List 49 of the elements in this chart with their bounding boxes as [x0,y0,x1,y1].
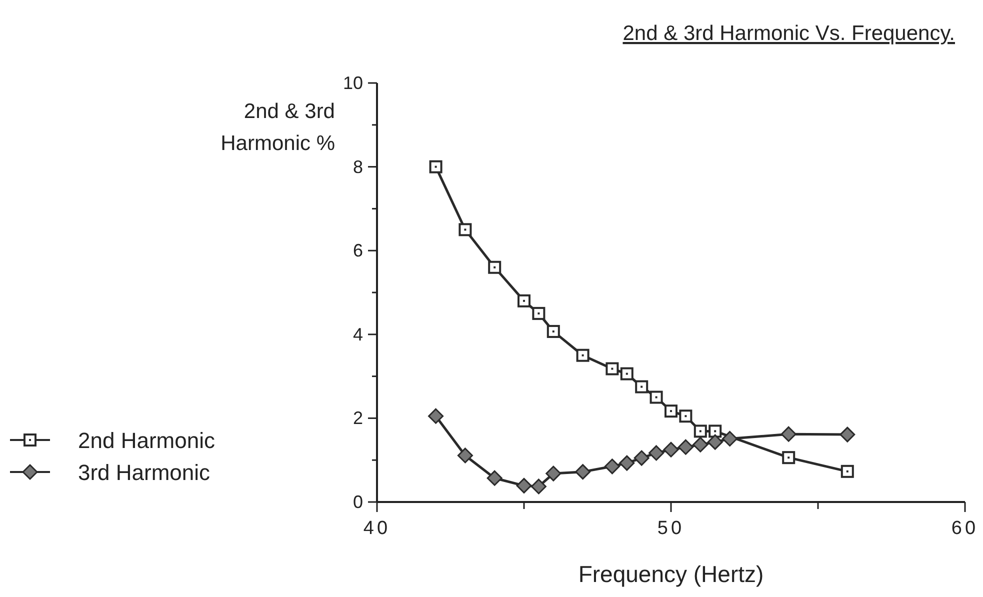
legend-label: 2nd Harmonic [78,428,215,453]
point [840,426,856,442]
point [429,160,442,174]
point [692,436,708,452]
point [708,424,722,438]
point [707,434,723,450]
point [606,362,619,376]
point [678,439,694,455]
point [458,223,472,236]
point [663,442,679,458]
y-tick-label: 2 [352,408,363,428]
point [546,324,560,338]
point [530,478,546,494]
point [650,390,663,404]
point [782,451,796,464]
point [532,306,546,320]
legend-label: 3rd Harmonic [78,460,210,485]
point [840,464,854,478]
point [694,424,707,438]
point [664,404,678,418]
point [679,410,692,423]
point [648,445,664,461]
point [486,470,502,486]
point [780,426,796,442]
x-axis-title: Frequency (Hertz) [578,561,764,587]
y-tick-label: 0 [352,492,363,512]
y-axis-title: 2nd & 3rd Harmonic % [220,100,335,155]
x-tick-label: 50 [657,518,685,539]
x-tick-label: 40 [363,518,391,539]
point [518,294,530,308]
chart-title: 2nd & 3rd Harmonic Vs. Frequency. [622,22,955,45]
point [428,408,444,424]
y-tick-label: 6 [352,240,363,261]
point [575,464,591,480]
point [546,466,562,482]
point [576,348,590,362]
point [634,450,650,466]
point [516,478,532,494]
point [635,380,648,394]
point [457,448,473,464]
point [604,458,620,474]
y-tick-label: 10 [342,73,363,93]
point [722,430,738,446]
y-tick-label: 4 [352,324,363,344]
point [620,367,634,380]
y-tick-label: 8 [352,156,363,177]
x-tick-label: 60 [951,518,979,539]
point [619,455,635,471]
point [488,260,502,274]
